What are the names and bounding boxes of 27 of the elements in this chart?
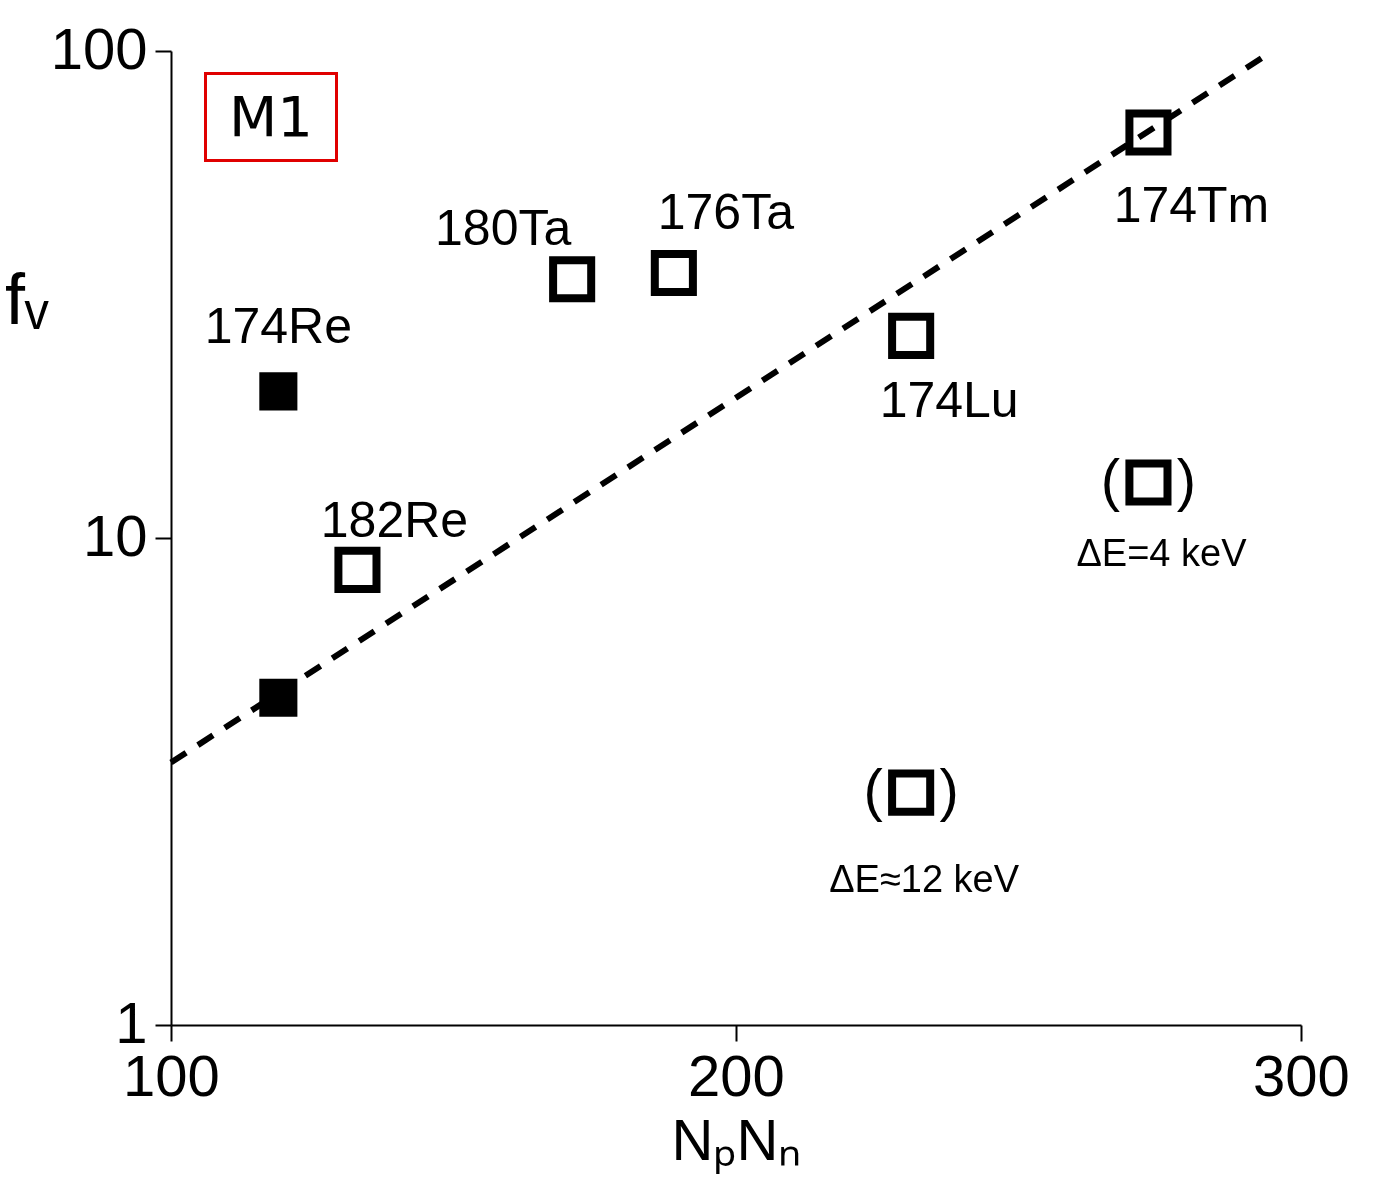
- x-tick-label: 300: [1253, 1042, 1350, 1108]
- point: [334, 546, 381, 593]
- annotation: ΔE≈12 keV: [829, 857, 1020, 900]
- point: [1125, 109, 1172, 156]
- point: [1125, 459, 1172, 506]
- annotation: 182Re: [320, 491, 469, 548]
- point: [888, 769, 935, 816]
- annotation: 174Re: [204, 298, 353, 355]
- annotation: ): [1176, 446, 1197, 512]
- y-tick-label: 100: [50, 15, 148, 81]
- point: [650, 250, 697, 297]
- x-axis-title: NₚNₙ: [671, 1106, 802, 1174]
- point: [549, 256, 596, 303]
- annotation: (: [1100, 446, 1121, 512]
- point: [888, 312, 935, 359]
- annotation: (: [863, 756, 883, 822]
- annotation: 174Lu: [879, 371, 1019, 428]
- annotation: 174Tm: [1113, 176, 1270, 233]
- point: [259, 372, 298, 411]
- framed-label: M1: [204, 72, 338, 162]
- x-tick-label: 200: [688, 1042, 785, 1108]
- annotation: 176Ta: [657, 184, 795, 241]
- annotation: ΔE=4 keV: [1076, 531, 1248, 574]
- y-tick-label: 10: [82, 502, 148, 568]
- y-axis-title: fᵥ: [4, 258, 49, 339]
- annotation: ): [939, 756, 959, 822]
- annotation: 180Ta: [435, 200, 572, 257]
